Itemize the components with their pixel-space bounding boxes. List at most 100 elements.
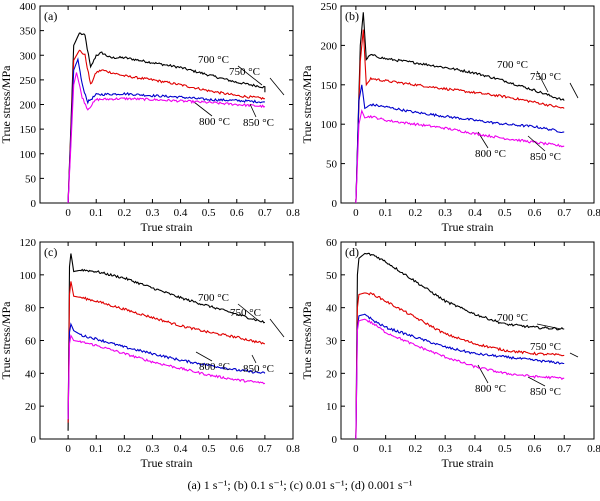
panel-label: (b) — [345, 9, 359, 23]
y-tick-label: 20 — [326, 368, 338, 380]
y-tick-label: 250 — [321, 1, 338, 13]
x-tick-label: 0.3 — [146, 443, 160, 455]
series-label-850C: 850 °C — [243, 363, 274, 375]
y-tick-label: 150 — [20, 124, 37, 136]
y-axis-label: True stress/MPa — [300, 301, 314, 380]
chart-panel-4: 0 0.1 0.2 0.3 0.4 0.5 0.6 0.7 0.8 0 10 20 30 40 50 60 Tr… — [300, 237, 600, 470]
x-tick-label: 0.6 — [230, 443, 244, 455]
series-line-700C — [355, 12, 565, 204]
series-line-850C — [67, 334, 266, 420]
series-label-800C: 800 °C — [475, 148, 506, 160]
x-axis-label: True strain — [141, 220, 193, 234]
series-label-700C: 700 °C — [198, 54, 229, 66]
x-tick-label: 0.1 — [89, 207, 103, 219]
x-tick-label: 0 — [353, 207, 359, 219]
y-tick-label: 50 — [25, 173, 37, 185]
figure-caption: (a) 1 s⁻¹; (b) 0.1 s⁻¹; (c) 0.01 s⁻¹; (d… — [187, 478, 413, 492]
x-tick-label: 0.3 — [438, 443, 452, 455]
y-tick-label: 50 — [326, 270, 338, 282]
series-line-800C — [355, 313, 565, 440]
leader-line — [569, 82, 579, 99]
leader-line — [536, 70, 549, 93]
y-tick-label: 200 — [20, 100, 37, 112]
x-tick-label: 0.7 — [258, 207, 272, 219]
y-tick-label: 0 — [31, 198, 37, 210]
x-tick-label: 0.1 — [379, 207, 393, 219]
y-tick-label: 120 — [20, 237, 37, 249]
y-tick-label: 400 — [20, 1, 37, 13]
y-tick-label: 300 — [20, 50, 37, 62]
y-axis-label: True stress/MPa — [0, 65, 13, 144]
leader-line — [527, 376, 546, 387]
plot-frame — [39, 241, 294, 440]
leader-line — [477, 131, 489, 149]
y-tick-label: 10 — [326, 401, 338, 413]
leader-line — [193, 101, 213, 117]
x-tick-label: 0.5 — [498, 207, 512, 219]
y-tick-label: 80 — [25, 303, 37, 315]
x-tick-label: 0.4 — [468, 443, 482, 455]
x-tick-label: 0.4 — [174, 207, 188, 219]
leader-line — [249, 103, 257, 118]
x-tick-label: 0.8 — [587, 207, 600, 219]
series-label-750C: 750 °C — [530, 341, 561, 353]
leader-line — [536, 323, 562, 330]
x-tick-label: 0 — [65, 207, 71, 219]
y-tick-label: 150 — [321, 80, 338, 92]
series-label-800C: 800 °C — [475, 383, 506, 395]
y-tick-label: 0 — [332, 198, 338, 210]
x-tick-label: 0.7 — [557, 443, 571, 455]
series-line-800C — [355, 84, 565, 204]
x-tick-label: 0 — [353, 443, 359, 455]
series-label-850C: 850 °C — [530, 151, 561, 163]
x-tick-label: 0.8 — [587, 443, 600, 455]
x-tick-label: 0.6 — [528, 207, 542, 219]
y-tick-label: 60 — [326, 237, 338, 249]
y-tick-label: 40 — [326, 303, 338, 315]
x-tick-label: 0.5 — [498, 443, 512, 455]
y-tick-label: 100 — [20, 270, 37, 282]
leader-line — [195, 351, 213, 362]
series-line-750C — [355, 292, 565, 440]
series-label-700C: 700 °C — [497, 312, 528, 324]
series-label-750C: 750 °C — [230, 307, 261, 319]
series-label-750C: 750 °C — [229, 66, 260, 78]
x-axis-label: True strain — [141, 456, 193, 470]
series-line-700C — [67, 253, 266, 431]
series-label-750C: 750 °C — [530, 71, 561, 83]
y-tick-label: 100 — [321, 119, 338, 131]
chart-panel-1: 0 0.1 0.2 0.3 0.4 0.5 0.6 0.7 0.8 0 50 100 150 200 250… — [0, 1, 300, 234]
series-line-800C — [67, 322, 266, 420]
series-line-750C — [67, 49, 265, 204]
series-label-700C: 700 °C — [497, 59, 528, 71]
series-line-850C — [67, 72, 266, 204]
series-line-700C — [355, 252, 565, 440]
x-tick-label: 0.6 — [230, 207, 244, 219]
y-tick-label: 350 — [20, 26, 37, 38]
x-tick-label: 0.5 — [202, 443, 216, 455]
x-tick-label: 0.4 — [174, 443, 188, 455]
y-tick-label: 40 — [25, 368, 37, 380]
x-tick-label: 0.8 — [286, 207, 300, 219]
y-tick-label: 50 — [326, 159, 338, 171]
series-line-700C — [67, 32, 266, 204]
series-line-850C — [355, 318, 565, 440]
x-tick-label: 0.2 — [117, 443, 131, 455]
series-line-800C — [67, 57, 265, 204]
chart-panel-2: 0 0.1 0.2 0.3 0.4 0.5 0.6 0.7 0.8 0 50 100 150 200 250… — [300, 1, 600, 234]
series-label-800C: 800 °C — [199, 361, 230, 373]
y-tick-label: 0 — [332, 434, 338, 446]
x-tick-label: 0.7 — [557, 207, 571, 219]
y-tick-label: 200 — [321, 40, 338, 52]
y-tick-label: 30 — [326, 336, 338, 348]
leader-line — [251, 354, 257, 364]
x-axis-label: True strain — [442, 220, 494, 234]
series-label-800C: 800 °C — [199, 116, 230, 128]
x-tick-label: 0.7 — [258, 443, 272, 455]
x-tick-label: 0 — [65, 443, 71, 455]
leader-line — [269, 318, 285, 338]
series-label-850C: 850 °C — [530, 386, 561, 398]
x-tick-label: 0.6 — [528, 443, 542, 455]
y-tick-label: 20 — [25, 401, 37, 413]
